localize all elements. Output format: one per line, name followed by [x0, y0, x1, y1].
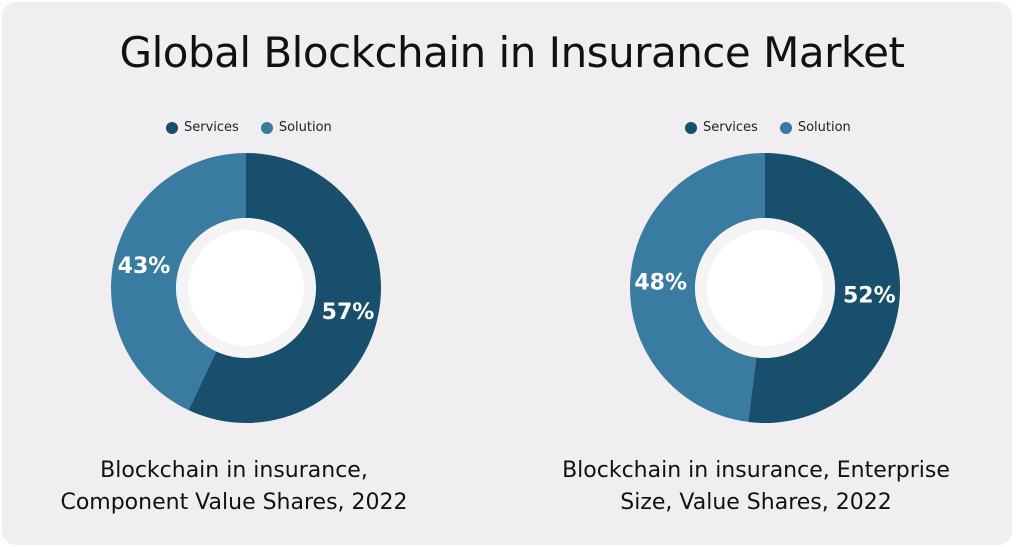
services-swatch-icon [166, 121, 178, 134]
legend-item-solution: Solution [779, 120, 851, 135]
caption-line: Blockchain in insurance, [100, 458, 368, 483]
legend-item-solution: Solution [260, 120, 332, 135]
legend-label: Solution [797, 120, 851, 135]
data-label-solution: 48% [634, 270, 687, 295]
caption-line: Component Value Shares, 2022 [60, 490, 408, 515]
legend-label: Solution [278, 120, 332, 135]
legend-2: Services Solution [685, 120, 851, 135]
page-title: Global Blockchain in Insurance Market [119, 28, 905, 77]
legend-item-services: Services [166, 120, 239, 135]
slice-services [748, 153, 901, 423]
donut-chart-enterprise-size: 52% 48% [630, 153, 901, 423]
chart-caption-2: Blockchain in insurance, Enterprise Size… [546, 455, 966, 519]
legend-label: Services [703, 120, 758, 135]
chart-caption-1: Blockchain in insurance, Component Value… [24, 455, 444, 519]
slice-services [188, 153, 382, 423]
slice-solution [630, 153, 765, 422]
data-label-services: 52% [843, 284, 896, 309]
donut-hole [188, 230, 304, 346]
services-swatch-icon [685, 121, 697, 134]
solution-swatch-icon [779, 121, 792, 134]
data-label-solution: 43% [118, 254, 171, 279]
donut-hole [707, 230, 823, 346]
legend-item-services: Services [685, 120, 758, 135]
caption-line: Blockchain in insurance, Enterprise [562, 458, 950, 483]
caption-line: Size, Value Shares, 2022 [620, 490, 892, 515]
slice-solution [111, 153, 247, 411]
data-label-services: 57% [322, 300, 375, 325]
legend-label: Services [184, 120, 239, 135]
legend-1: Services Solution [166, 120, 332, 135]
solution-swatch-icon [260, 121, 273, 134]
donut-chart-component: 57% 43% [111, 153, 382, 423]
